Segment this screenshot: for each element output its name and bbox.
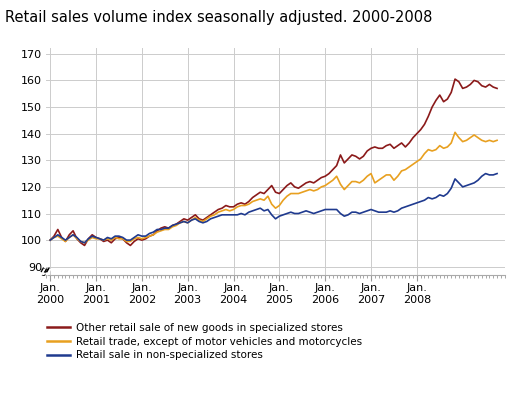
Legend: Other retail sale of new goods in specialized stores, Retail trade, except of mo: Other retail sale of new goods in specia… <box>47 323 362 360</box>
Text: 0: 0 <box>39 267 46 278</box>
Text: Retail sales volume index seasonally adjusted. 2000-2008: Retail sales volume index seasonally adj… <box>5 10 433 25</box>
